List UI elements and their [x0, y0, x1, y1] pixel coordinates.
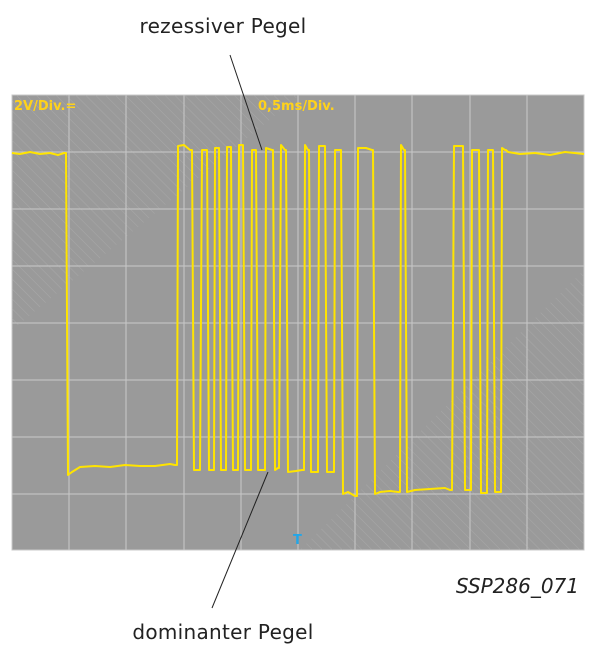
screen-reflection-top: [12, 95, 300, 330]
trigger-marker: T: [293, 533, 302, 548]
screen-reflection-bottom: [300, 270, 584, 550]
dominant-level-label: dominanter Pegel: [132, 620, 314, 644]
can-bus-signal-trace: [11, 144, 585, 497]
dominant-leader-line: [211, 471, 269, 609]
volt-div-label: 2V/Div.=: [14, 99, 76, 114]
time-div-label: 0,5ms/Div.: [258, 99, 335, 114]
figure-id: SSP286_071: [455, 574, 579, 598]
scope-grid: [12, 95, 584, 550]
recessive-level-label: rezessiver Pegel: [139, 14, 307, 38]
recessive-leader-line: [229, 54, 263, 151]
